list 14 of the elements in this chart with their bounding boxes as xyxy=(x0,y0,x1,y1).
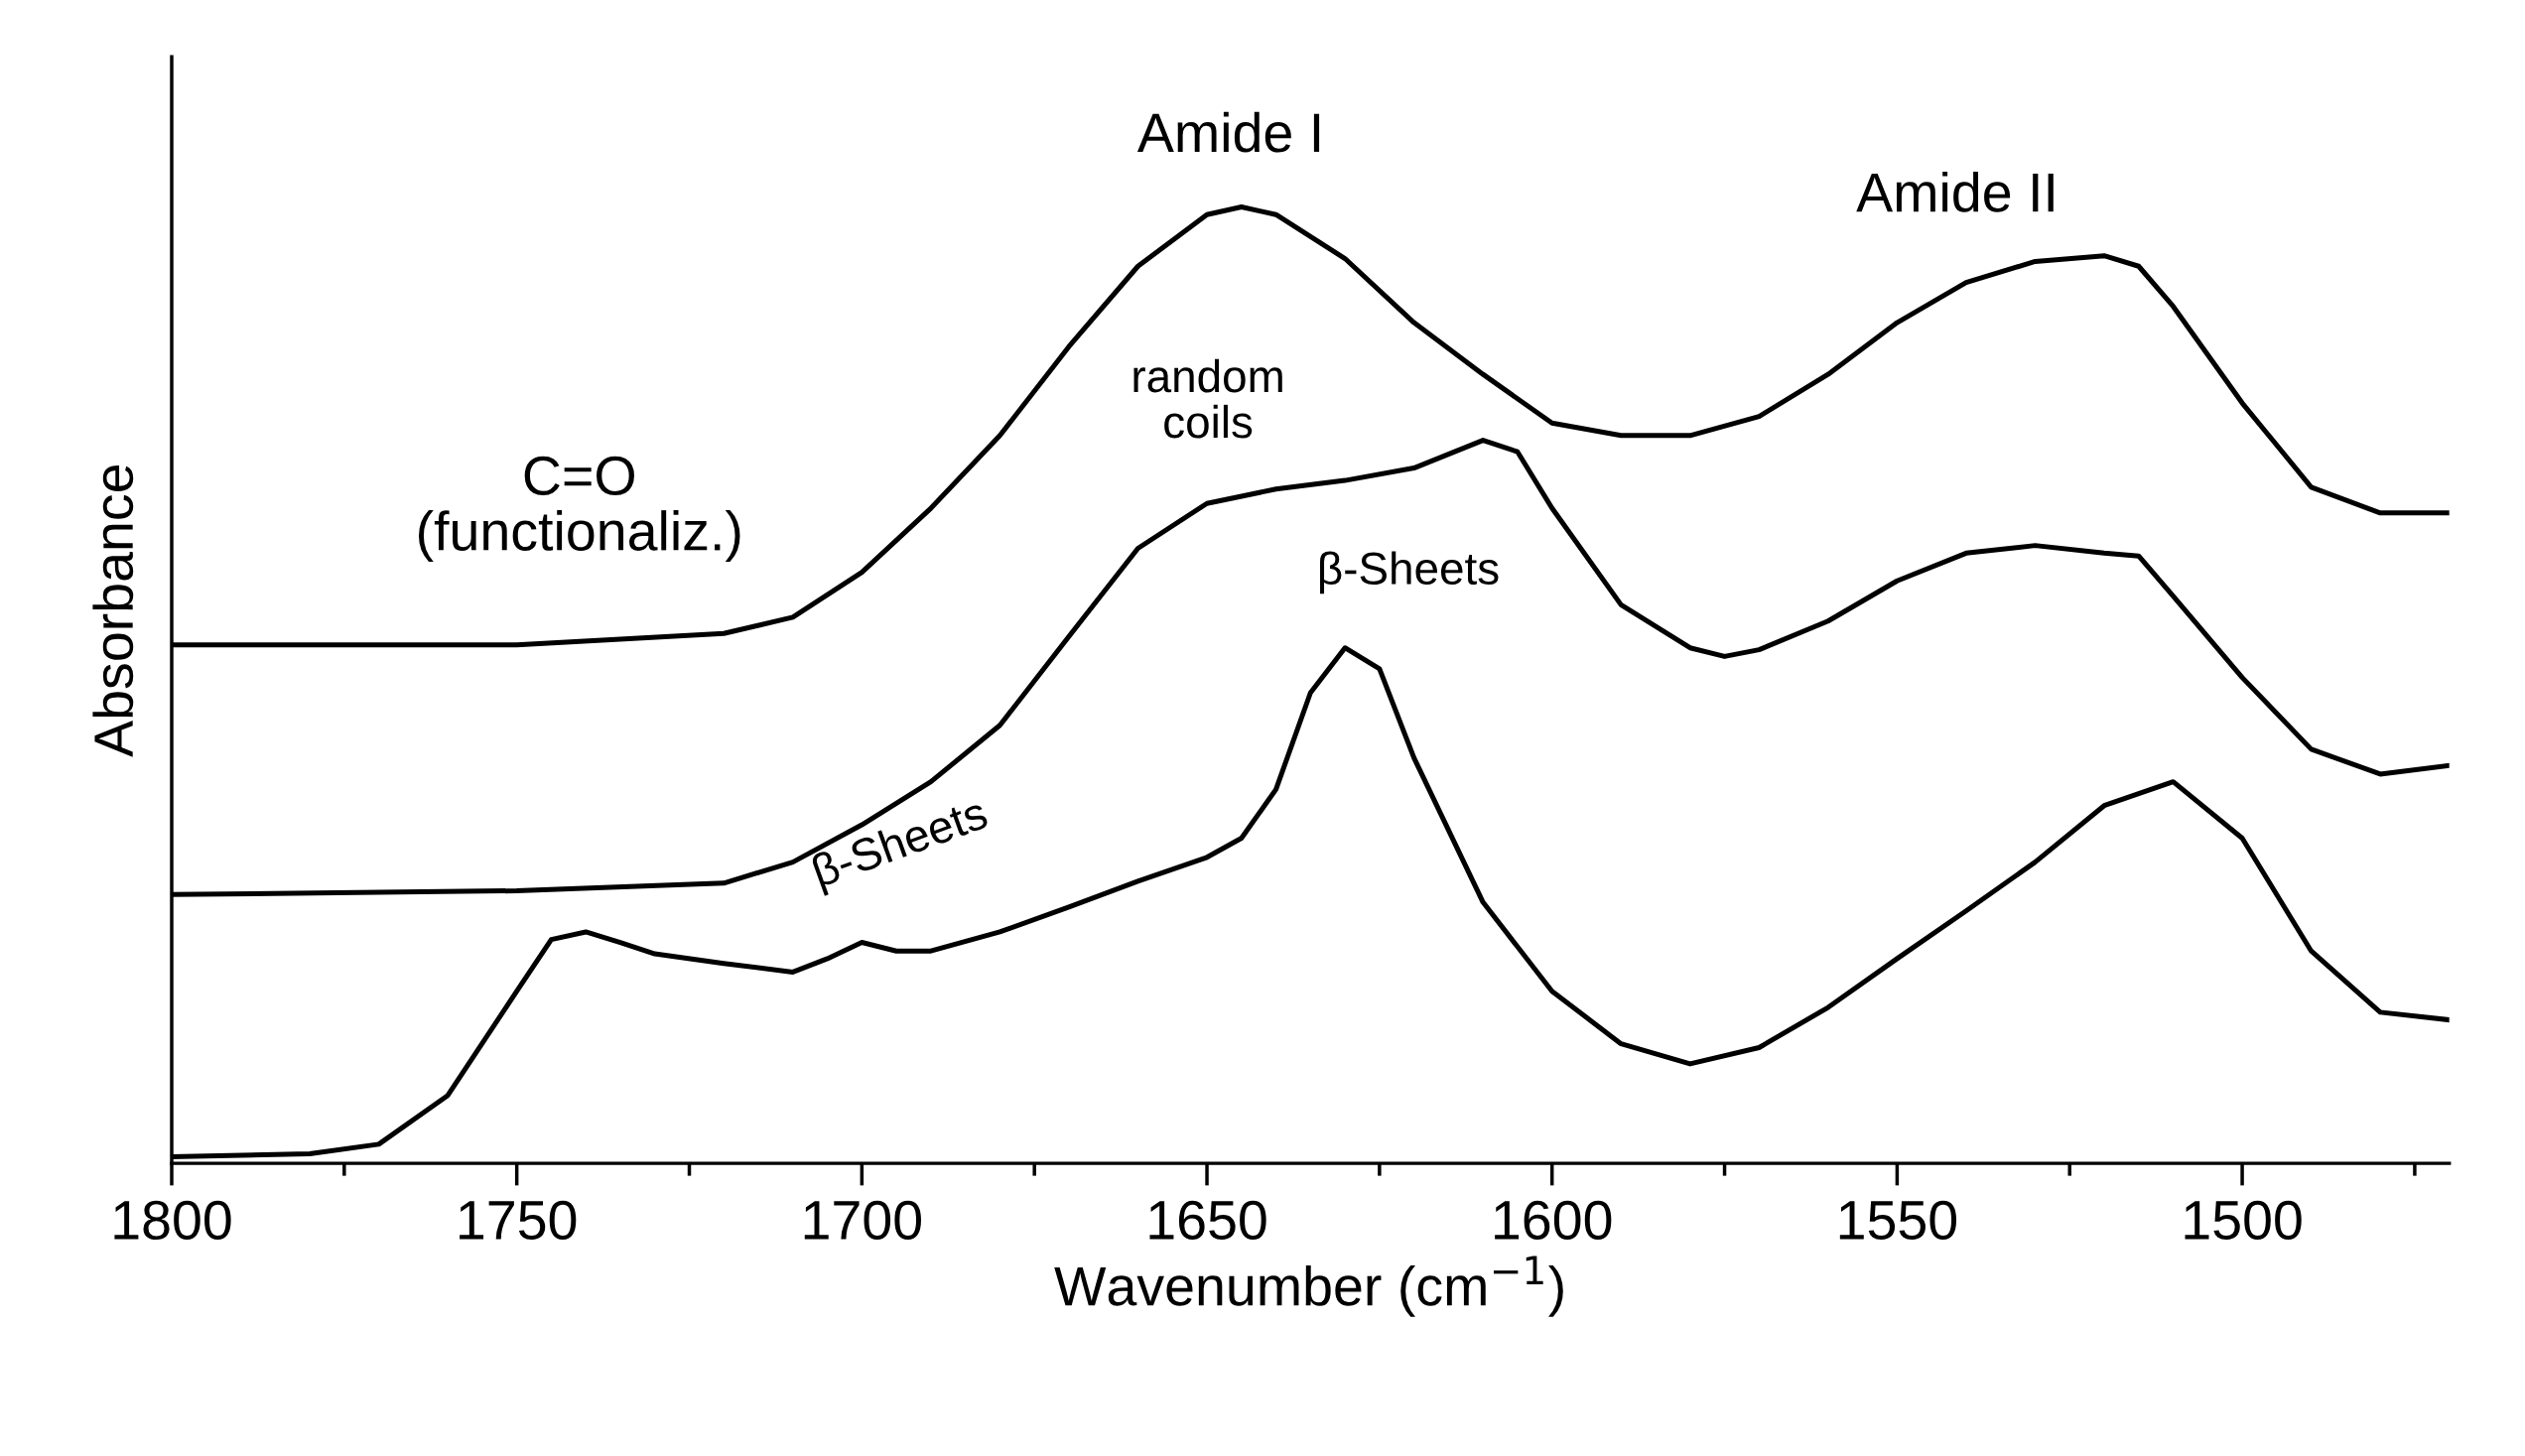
annotation: C=O (functionaliz.) xyxy=(419,456,740,562)
x-tick-label: 1700 xyxy=(804,1200,921,1241)
x-tick-label: 1550 xyxy=(1839,1200,1957,1241)
annotation: Amide II xyxy=(1856,171,2054,212)
x-tick-label: 1650 xyxy=(1149,1200,1266,1241)
text: Amide I xyxy=(1136,111,1320,153)
x-axis-title: Wavenumber (cm$^{−1}$) xyxy=(1054,1256,1563,1317)
annotation: β-Sheets xyxy=(1320,551,1499,595)
x-tick-label: 1750 xyxy=(460,1200,577,1241)
x-tick-label: 1600 xyxy=(1495,1200,1612,1241)
x-tick-label: 1500 xyxy=(2185,1200,2302,1241)
y-axis-title: Absorbance xyxy=(92,464,134,757)
annotation: random coils xyxy=(1133,358,1282,439)
x-tick-label: 1800 xyxy=(114,1200,231,1241)
